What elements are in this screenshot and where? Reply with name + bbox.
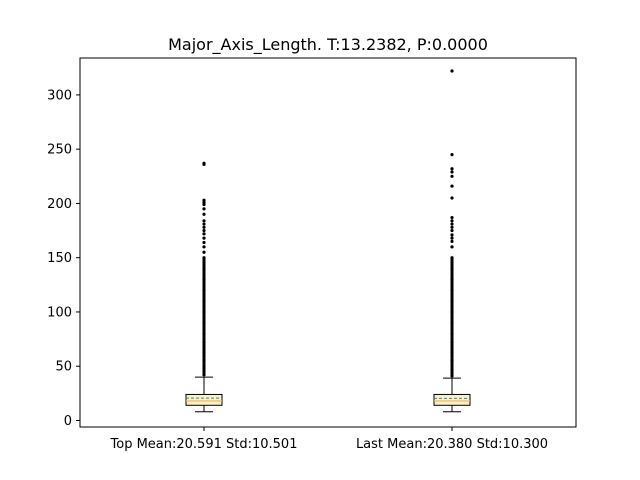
chart-title: Major_Axis_Length. T:13.2382, P:0.0000 (168, 35, 488, 55)
outlier-point (450, 69, 454, 73)
outlier-point (450, 245, 454, 249)
outlier-point (450, 332, 454, 336)
outlier-point (202, 266, 206, 271)
outlier-point (202, 277, 206, 281)
outlier-point (202, 236, 206, 240)
y-tick-label: 300 (47, 88, 72, 103)
outlier-point (202, 245, 206, 249)
outlier-point (202, 161, 206, 165)
outlier-point (202, 373, 206, 377)
y-tick-label: 100 (47, 305, 72, 320)
outlier-point (202, 359, 206, 363)
box-group (185, 69, 471, 413)
outlier-point (450, 266, 454, 271)
outlier-point (450, 228, 454, 233)
outlier-point (450, 256, 454, 260)
outlier-point (202, 310, 206, 314)
outlier-point (450, 225, 454, 229)
box-1 (185, 161, 223, 413)
outlier-point (202, 366, 206, 370)
outlier-point (202, 232, 206, 236)
outlier-point (202, 212, 206, 216)
outlier-point (202, 222, 206, 226)
outlier-point (202, 299, 206, 303)
outlier-point (450, 277, 454, 281)
y-tick-label: 150 (47, 251, 72, 266)
outlier-point (450, 321, 454, 325)
outlier-point (450, 174, 454, 178)
outlier-point (450, 359, 454, 363)
outlier-point (202, 228, 206, 233)
box-2 (433, 69, 471, 413)
outlier-point (450, 167, 454, 171)
outlier-point (450, 239, 454, 244)
outlier-point (450, 233, 454, 237)
outlier-point (202, 350, 206, 354)
outlier-point (202, 250, 206, 254)
outlier-point (450, 374, 454, 378)
outlier-point (450, 215, 454, 220)
outlier-point (450, 350, 454, 354)
y-tick-label: 0 (64, 414, 72, 429)
outlier-point (450, 152, 454, 157)
y-axis: 0 50 100 150 200 250 300 (47, 88, 80, 429)
x-category-label: Last Mean:20.380 Std:10.300 (356, 437, 548, 452)
plot-area (79, 57, 577, 428)
outlier-point (202, 198, 206, 202)
outlier-point (202, 288, 206, 292)
outlier-point (450, 222, 454, 226)
outlier-point (202, 332, 206, 336)
x-axis: Top Mean:20.591 Std:10.501 Last Mean:20.3… (110, 427, 548, 452)
outlier-point (202, 219, 206, 223)
y-tick-label: 50 (55, 360, 72, 375)
outlier-point (450, 288, 454, 292)
outlier-point (450, 219, 454, 223)
outlier-point (202, 340, 206, 344)
outlier-point (202, 256, 206, 260)
y-tick-label: 200 (47, 197, 72, 212)
outlier-point (450, 367, 454, 372)
outlier-point (202, 240, 206, 245)
outlier-point (450, 299, 454, 303)
outlier-point (202, 225, 206, 229)
outlier-point (450, 310, 454, 314)
outlier-point (450, 236, 454, 240)
iqr-box (433, 393, 471, 406)
x-category-label: Top Mean:20.591 Std:10.501 (110, 437, 298, 452)
outlier-point (202, 207, 206, 211)
outlier-point (450, 184, 454, 188)
outlier-point (450, 170, 454, 174)
y-tick-label: 250 (47, 143, 72, 158)
iqr-box (185, 393, 223, 406)
outlier-point (450, 340, 454, 344)
outlier-point (202, 321, 206, 325)
outlier-point (450, 196, 454, 200)
